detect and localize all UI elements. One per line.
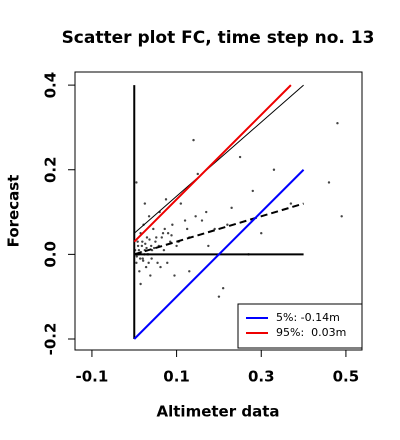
point: [226, 223, 229, 226]
point: [166, 261, 169, 265]
point: [147, 261, 150, 265]
point: [188, 270, 191, 273]
y-tick-label: 0.2: [42, 156, 60, 183]
y-tick-label: -0.2: [42, 323, 60, 356]
line: [133, 202, 304, 256]
point: [183, 219, 187, 222]
chart-title: Scatter plot FC, time step no. 13: [62, 28, 375, 48]
point: [175, 244, 178, 248]
point: [289, 202, 293, 205]
point: [138, 270, 141, 273]
y-tick-label: 0.0: [42, 241, 60, 268]
line: [133, 84, 292, 243]
point: [145, 246, 148, 250]
point: [160, 236, 163, 239]
point: [164, 198, 168, 201]
point: [147, 215, 151, 218]
point: [144, 265, 148, 269]
point: [152, 246, 156, 250]
point: [161, 232, 165, 235]
x-tick-label: -0.1: [76, 368, 109, 386]
point: [251, 189, 254, 193]
y-tick-label: 0.4: [42, 72, 60, 99]
point: [159, 265, 162, 269]
point: [156, 261, 159, 265]
point: [194, 215, 197, 218]
point: [140, 244, 144, 248]
point: [143, 202, 147, 205]
line: [133, 84, 304, 234]
point: [173, 274, 176, 277]
point: [230, 206, 233, 210]
point: [135, 181, 138, 184]
point: [141, 240, 144, 243]
point: [150, 257, 153, 260]
point: [137, 248, 141, 252]
point: [169, 240, 172, 243]
point: [135, 255, 139, 258]
point: [336, 121, 339, 125]
point: [171, 223, 174, 226]
point: [217, 295, 221, 298]
point: [340, 215, 343, 218]
legend-label: 5%: -0.14m: [276, 311, 340, 324]
point: [155, 236, 158, 239]
x-tick-label: 0.3: [248, 368, 275, 386]
point: [196, 172, 199, 176]
point: [207, 244, 210, 248]
point: [163, 227, 166, 231]
point: [144, 242, 147, 245]
point: [154, 240, 157, 243]
legend-box: [237, 303, 363, 349]
y-axis-label: Forecast: [5, 175, 23, 248]
plot-frame: [74, 71, 363, 351]
legend-label: 95%: 0.03m: [276, 326, 346, 339]
point: [148, 238, 151, 241]
point: [149, 244, 153, 248]
point: [136, 244, 140, 248]
point: [179, 202, 183, 205]
point: [272, 168, 276, 171]
point: [192, 138, 195, 142]
point: [185, 227, 189, 231]
point: [136, 240, 139, 243]
point: [135, 261, 138, 265]
x-tick-label: 0.1: [163, 368, 190, 386]
x-axis-label: Altimeter data: [157, 403, 280, 421]
point: [138, 257, 142, 260]
point: [152, 227, 155, 231]
point: [139, 282, 142, 286]
point: [141, 259, 145, 262]
point: [141, 257, 144, 260]
point: [145, 236, 149, 239]
point: [200, 219, 204, 222]
x-tick-label: 0.5: [333, 368, 360, 386]
point: [327, 181, 331, 184]
point: [149, 274, 152, 277]
point: [260, 232, 263, 235]
point: [205, 210, 208, 214]
line: [133, 169, 305, 340]
point: [162, 248, 166, 252]
point: [170, 234, 173, 237]
point: [238, 155, 242, 159]
point: [221, 287, 225, 290]
point: [166, 232, 170, 235]
